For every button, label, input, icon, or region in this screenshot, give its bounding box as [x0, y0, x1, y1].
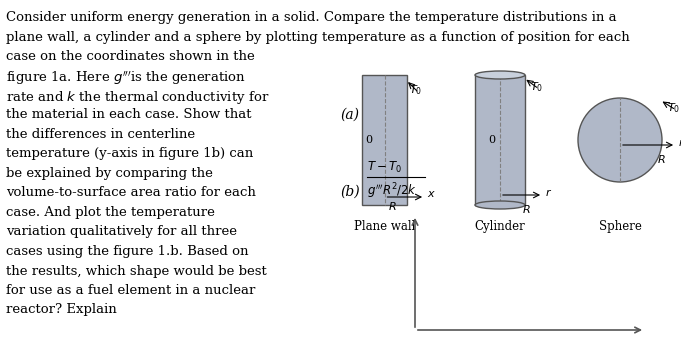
Text: Consider uniform energy generation in a solid. Compare the temperature distribut: Consider uniform energy generation in a …	[6, 11, 616, 24]
Text: $T_0$: $T_0$	[667, 101, 680, 115]
Text: $r$: $r$	[545, 186, 552, 198]
Text: temperature (y-axis in figure 1b) can: temperature (y-axis in figure 1b) can	[6, 147, 253, 161]
Text: rate and $k$ the thermal conductivity for: rate and $k$ the thermal conductivity fo…	[6, 89, 270, 106]
Text: $R$: $R$	[387, 200, 396, 212]
Text: for use as a fuel element in a nuclear: for use as a fuel element in a nuclear	[6, 284, 255, 297]
Text: $T_0$: $T_0$	[409, 83, 422, 97]
Circle shape	[578, 98, 662, 182]
Text: reactor? Explain: reactor? Explain	[6, 303, 116, 317]
Text: be explained by comparing the: be explained by comparing the	[6, 167, 213, 180]
Text: $r$: $r$	[678, 137, 681, 147]
Text: $R$: $R$	[522, 203, 530, 215]
Text: case on the coordinates shown in the: case on the coordinates shown in the	[6, 50, 255, 63]
Text: the results, which shape would be best: the results, which shape would be best	[6, 264, 267, 277]
Text: $T-T_0$: $T-T_0$	[367, 160, 402, 175]
Text: $T_0$: $T_0$	[530, 80, 543, 94]
Text: $x$: $x$	[427, 189, 436, 199]
Text: volume-to-surface area ratio for each: volume-to-surface area ratio for each	[6, 186, 256, 200]
Bar	[362, 75, 407, 205]
Text: $g'''R^2/2k$: $g'''R^2/2k$	[367, 181, 417, 201]
Text: variation qualitatively for all three: variation qualitatively for all three	[6, 226, 237, 238]
Text: the material in each case. Show that: the material in each case. Show that	[6, 109, 251, 121]
Ellipse shape	[475, 71, 525, 79]
Text: (a): (a)	[340, 108, 359, 122]
Text: the differences in centerline: the differences in centerline	[6, 128, 195, 141]
Text: cases using the figure 1.b. Based on: cases using the figure 1.b. Based on	[6, 245, 249, 258]
Text: plane wall, a cylinder and a sphere by plotting temperature as a function of pos: plane wall, a cylinder and a sphere by p…	[6, 30, 630, 44]
Text: 0: 0	[488, 135, 496, 145]
Text: (b): (b)	[340, 185, 360, 199]
Text: case. And plot the temperature: case. And plot the temperature	[6, 206, 215, 219]
Text: Cylinder: Cylinder	[475, 220, 525, 233]
Text: Sphere: Sphere	[599, 220, 642, 233]
Bar	[475, 75, 525, 205]
Ellipse shape	[475, 201, 525, 209]
Text: Plane wall: Plane wall	[354, 220, 415, 233]
Text: figure 1a. Here $g'''$is the generation: figure 1a. Here $g'''$is the generation	[6, 70, 246, 87]
Text: 0: 0	[365, 135, 372, 145]
Text: $R$: $R$	[657, 153, 665, 165]
